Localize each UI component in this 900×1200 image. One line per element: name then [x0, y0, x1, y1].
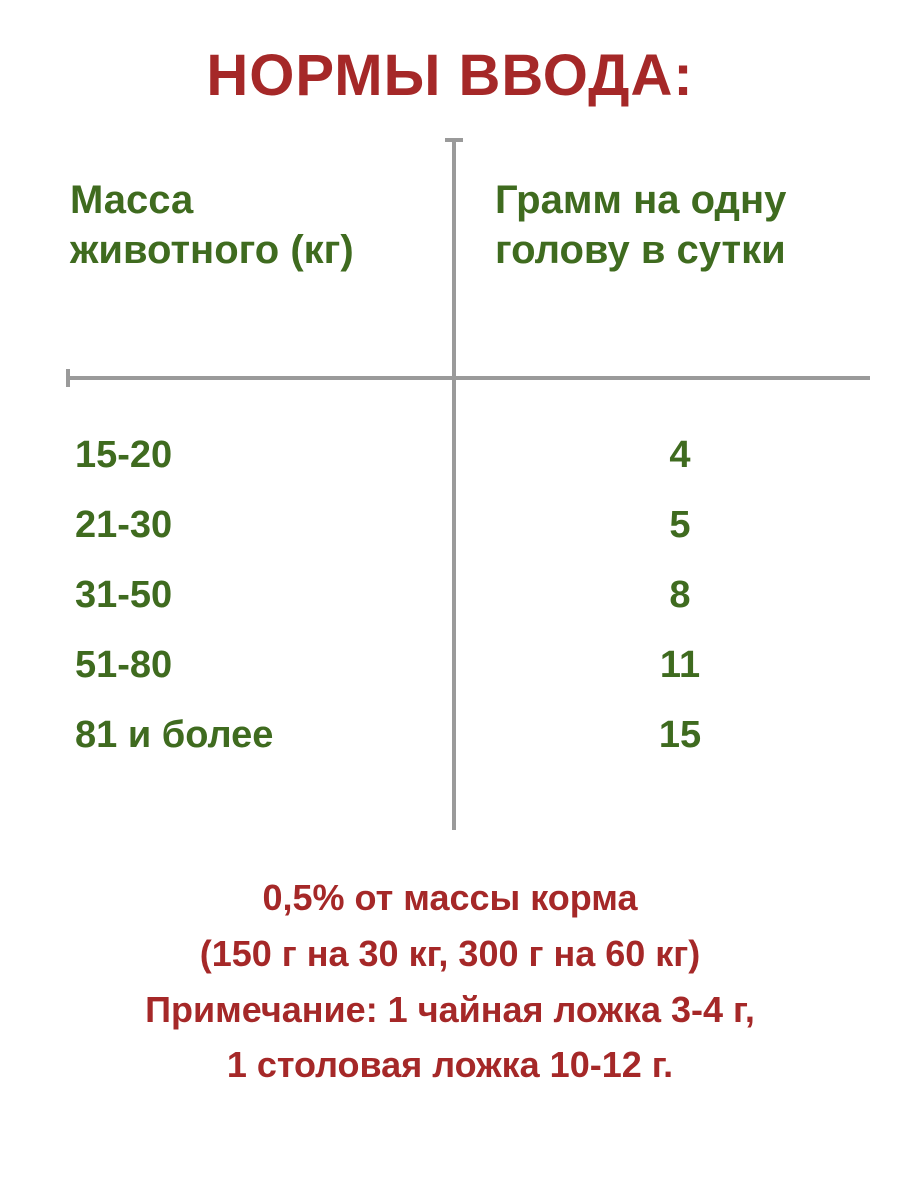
table-row: 81 и более 15: [0, 700, 900, 770]
mass-cell: 51-80: [0, 644, 430, 687]
header-text: Грамм на одну: [495, 178, 786, 222]
grams-cell: 4: [430, 434, 900, 477]
footer-line: 1 столовая ложка 10-12 г.: [227, 1044, 673, 1085]
header-text: голову в сутки: [495, 228, 786, 272]
grams-cell: 15: [430, 714, 900, 757]
mass-cell: 21-30: [0, 504, 430, 547]
mass-cell: 31-50: [0, 574, 430, 617]
mass-cell: 81 и более: [0, 714, 430, 757]
footer-line: (150 г на 30 кг, 300 г на 60 кг): [200, 933, 701, 974]
grams-cell: 5: [430, 504, 900, 547]
header-text: Масса: [70, 178, 193, 222]
table-row: 51-80 11: [0, 630, 900, 700]
column-header-mass: Масса животного (кг): [70, 175, 354, 275]
table-row: 15-20 4: [0, 420, 900, 490]
dosage-table: 15-20 4 21-30 5 31-50 8 51-80 11 81 и бо…: [0, 420, 900, 770]
header-text: животного (кг): [70, 228, 354, 272]
mass-cell: 15-20: [0, 434, 430, 477]
table-row: 31-50 8: [0, 560, 900, 630]
table-row: 21-30 5: [0, 490, 900, 560]
grams-cell: 11: [430, 644, 900, 687]
footer-line: 0,5% от массы корма: [263, 877, 638, 918]
page-title: НОРМЫ ВВОДА:: [0, 42, 900, 109]
footer-line: Примечание: 1 чайная ложка 3-4 г,: [145, 989, 755, 1030]
grams-cell: 8: [430, 574, 900, 617]
footer-note: 0,5% от массы корма (150 г на 30 кг, 300…: [0, 870, 900, 1093]
column-header-grams: Грамм на одну голову в сутки: [495, 175, 786, 275]
